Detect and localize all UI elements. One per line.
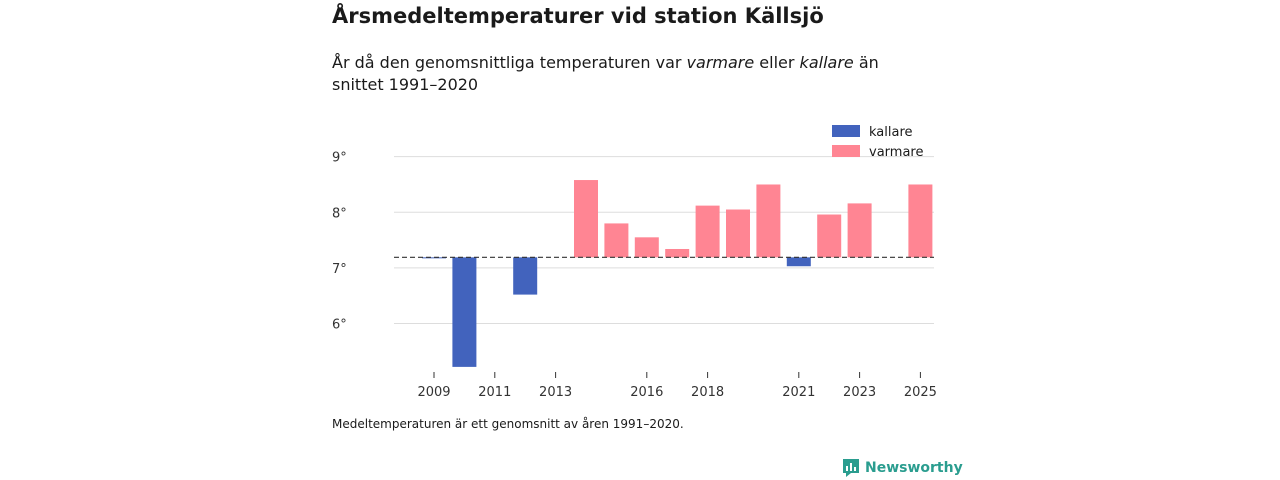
brand-logo[interactable]: Newsworthy (842, 458, 963, 478)
bar-2021[interactable] (786, 257, 811, 267)
legend-label-varmare: varmare (869, 145, 923, 160)
grid-lines (394, 156, 934, 325)
legend-swatch-kallare (832, 125, 860, 137)
y-tick-label: 7° (332, 262, 347, 277)
bar-2022[interactable] (817, 214, 842, 258)
bar-2019[interactable] (726, 209, 750, 258)
bar-2010[interactable] (452, 257, 477, 367)
bars (422, 180, 933, 367)
subtitle-warmer: varmare (686, 53, 755, 72)
subtitle-part2: eller (754, 53, 800, 72)
bar-2020[interactable] (756, 184, 781, 258)
subtitle-colder: kallare (799, 53, 854, 72)
chart-container: Årsmedeltemperaturer vid station Källsjö… (332, 0, 963, 480)
x-tick-label: 2021 (782, 385, 815, 400)
y-tick-label: 8° (332, 206, 347, 221)
y-tick-label: 9° (332, 151, 347, 166)
x-tick-label: 2009 (417, 385, 450, 400)
chart-title: Årsmedeltemperaturer vid station Källsjö (332, 4, 824, 28)
x-tick-label: 2011 (478, 385, 511, 400)
bar-2016[interactable] (634, 237, 659, 258)
chart-subtitle: År då den genomsnittliga temperaturen va… (332, 52, 932, 96)
bar-2015[interactable] (604, 223, 629, 258)
bar-2025[interactable] (908, 184, 933, 258)
bar-2023[interactable] (847, 203, 872, 258)
bar-2012[interactable] (513, 257, 538, 295)
bar-2017[interactable] (665, 248, 690, 258)
x-tick-label: 2013 (539, 385, 572, 400)
footnote: Medeltemperaturen är ett genomsnitt av å… (332, 417, 684, 431)
bar-2018[interactable] (695, 205, 720, 258)
x-tick-label: 2025 (904, 385, 937, 400)
legend-label-kallare: kallare (869, 125, 913, 140)
bar-2014[interactable] (574, 180, 598, 258)
legend-swatch-varmare (832, 145, 860, 157)
bar-chart: 6° 7° 8° 9° 2009 2011 2013 2016 2018 2021 2023 2025… (332, 125, 937, 400)
y-tick-label: 6° (332, 318, 347, 333)
x-tick-label: 2023 (843, 385, 876, 400)
x-tick-label: 2016 (630, 385, 663, 400)
subtitle-part1: År då den genomsnittliga temperaturen va… (332, 53, 687, 72)
subtitle-part3: än snittet 1991–2020 (332, 53, 879, 94)
axes: 6° 7° 8° 9° 2009 2011 2013 2016 2018 2021 2023 2025 (332, 151, 937, 400)
brand-name: Newsworthy (865, 460, 963, 476)
legend: kallare varmare (832, 125, 923, 160)
newsworthy-logo-icon (843, 459, 859, 477)
x-tick-label: 2018 (691, 385, 724, 400)
